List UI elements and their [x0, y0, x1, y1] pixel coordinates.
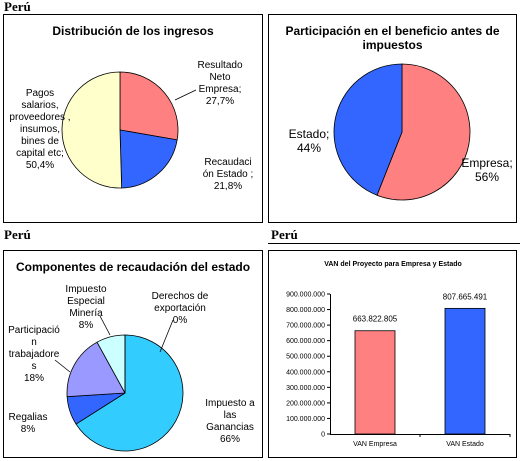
y-tick-label: 700.000.000 — [286, 323, 325, 330]
y-tick-label: 200.000.000 — [286, 400, 325, 407]
leader-line — [174, 89, 197, 101]
slice-value-label: 56% — [474, 170, 500, 184]
y-tick-label: 400.000.000 — [286, 369, 325, 376]
slice-value-label: 50,4% — [25, 160, 55, 171]
slice-label: Impuesto a las Ganancias 66% — [205, 398, 255, 446]
slice-value-label: 18% — [23, 373, 44, 384]
slice-category: Derechos de exportación — [151, 291, 209, 314]
slice-label: Resultado Neto Empresa; 27,7% — [194, 60, 246, 108]
y-tick-label: 600.000.000 — [286, 338, 325, 345]
chart-title: Participación en el beneficio antes de i… — [285, 24, 500, 52]
y-tick-label: 500.000.000 — [286, 354, 325, 361]
slice-category: Resultado Neto Empresa; — [197, 60, 243, 95]
y-tick-label: 900.000.000 — [286, 292, 325, 299]
slice-label: Pagos salarios, proveedores , insumos, b… — [8, 88, 72, 172]
slice-value-label: 0% — [172, 315, 188, 326]
slice-label: Empresa; 56% — [457, 156, 517, 184]
pie-slice — [376, 63, 471, 201]
leader-line — [99, 315, 111, 336]
x-tick-label: VAN Empresa — [353, 441, 397, 448]
slice-category: Impuesto a las Ganancias — [205, 398, 255, 433]
pie-slice — [119, 129, 178, 189]
slice-category: Recaudación Estado ; — [202, 157, 254, 180]
y-tick-label: 300.000.000 — [286, 385, 325, 392]
y-tick-label: 0 — [321, 432, 325, 439]
slice-value-label: 8% — [20, 424, 36, 435]
chart-title: VAN del Proyecto para Empresa y Estado — [324, 261, 462, 268]
slice-category: Empresa; — [461, 156, 513, 170]
chart-title: Distribución de los ingresos — [52, 24, 214, 38]
slice-value-label: 27,7% — [205, 96, 235, 107]
section-label: Perú — [4, 0, 31, 14]
slice-value-label: 44% — [296, 141, 322, 155]
bar — [354, 330, 396, 435]
pie-slice — [61, 71, 123, 189]
pie-slice — [333, 63, 403, 196]
slice-value-label: 21,8% — [213, 181, 243, 192]
pie-slice — [75, 334, 184, 452]
slice-category: Impuesto Especial Minería — [65, 284, 107, 319]
chart-title: Componentes de recaudación del estado — [15, 260, 251, 274]
bar — [444, 307, 486, 435]
leader-line — [159, 319, 174, 353]
slice-category: Participación trabajadores — [8, 325, 60, 372]
slice-label: Derechos de exportación 0% — [148, 291, 212, 327]
pie-slice — [119, 71, 179, 141]
slice-category: Estado; — [288, 127, 330, 141]
slice-label: Estado; 44% — [284, 127, 334, 155]
value-label: 663.822.805 — [353, 315, 398, 324]
slice-category: Regalias — [8, 412, 48, 423]
section-label: Perú — [271, 227, 298, 242]
x-tick-label: VAN Estado — [446, 441, 484, 448]
slice-label: Impuesto Especial Minería 8% — [58, 284, 114, 332]
leader-line — [54, 359, 71, 373]
section-label: Perú — [4, 227, 31, 242]
pie-slice — [66, 341, 126, 398]
slice-value-label: 8% — [78, 320, 94, 331]
slice-value-label: 66% — [219, 434, 240, 445]
slice-label: Participación trabajadores 18% — [7, 325, 61, 385]
y-tick-label: 100.000.000 — [286, 416, 325, 423]
slice-category: Pagos salarios, proveedores , insumos, b… — [9, 88, 71, 159]
slice-label: Regalias 8% — [3, 412, 53, 436]
value-label: 807.665.491 — [443, 292, 488, 301]
slice-label: Recaudación Estado ; 21,8% — [202, 157, 254, 193]
y-tick-label: 800.000.000 — [286, 307, 325, 314]
